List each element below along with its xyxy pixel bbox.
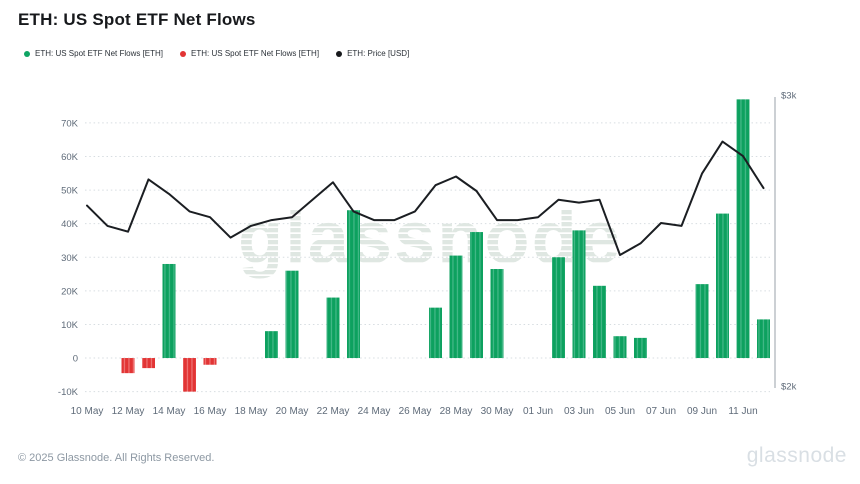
x-axis-tick-label: 09 Jun [687,406,717,417]
gridlines: 70K 60K 50K 40K 30K 20K 10K 0 -10K [58,118,770,398]
flow-bar-13-may [142,358,155,369]
x-axis-tick-label: 12 May [112,406,145,417]
flow-bar-06-jun [634,337,647,359]
x-axis-tick-label: 24 May [358,406,391,417]
legend-label: ETH: US Spot ETF Net Flows [ETH] [35,49,164,58]
x-axis-tick-label: 26 May [399,406,432,417]
flow-bar-10-jun [716,213,729,359]
y-axis-tick-label: 70K [61,118,79,129]
price-axis-tick-label: $2k [781,381,797,392]
x-axis-tick-label: 05 Jun [605,406,635,417]
x-axis: 10 May 12 May 14 May 16 May 18 May 20 May 22 M… [71,406,758,417]
flow-bar-19-may [265,331,278,359]
price-axis-tick-label: $3k [781,91,797,102]
y-axis-tick-label: 10K [61,320,79,331]
flow-bar-04-jun [593,285,606,359]
flow-bar-29-may [470,232,483,359]
flow-bar-09-jun [695,284,709,359]
x-axis-tick-label: 11 Jun [728,406,757,417]
glassnode-logo-text: glassnode [746,444,847,467]
y-axis-tick-label: 20K [61,286,79,297]
flow-bar-02-jun [552,257,565,359]
flow-bar-23-may [347,210,360,359]
y-axis-tick-label: 50K [61,186,79,197]
flow-bar-27-may [429,307,442,359]
flow-bar-03-jun [572,230,586,359]
legend-label: ETH: US Spot ETF Net Flows [ETH] [191,49,320,58]
etf-net-flows-chart: 70K60K50K40K30K20K10K0-10Kglassnode$3k$2… [58,91,797,418]
page-title: ETH: US Spot ETF Net Flows [18,10,256,29]
flow-bar-20-may [285,270,299,359]
legend-dot-icon [180,50,187,57]
net-flow-bars [121,99,770,392]
x-axis-tick-label: 10 May [71,406,104,417]
flow-bar-16-may [203,358,217,365]
y-axis-tick-label: 0 [73,354,78,365]
x-axis-tick-label: 03 Jun [564,406,594,417]
x-axis-tick-label: 07 Jun [646,406,676,417]
flow-bar-15-may [183,358,196,392]
legend-flows-positive[interactable]: ETH: US Spot ETF Net Flows [ETH] [24,49,163,58]
legend-flows-negative[interactable]: ETH: US Spot ETF Net Flows [ETH] [180,49,319,58]
legend-dot-icon [336,50,343,57]
flow-bar-05-jun [613,336,627,359]
y-axis-tick-label: -10K [58,387,79,398]
flow-bar-30-may [490,269,504,359]
flow-bar-12-may [121,358,135,374]
legend-dot-icon [24,50,30,57]
flow-bar-28-may [449,255,463,359]
flow-bar-11-jun [736,99,750,359]
x-axis-tick-label: 20 May [276,406,309,417]
x-axis-tick-label: 22 May [317,406,350,417]
y-axis-tick-label: 40K [61,219,79,230]
flow-bar-14-may [162,263,176,359]
copyright-text: © 2025 Glassnode. All Rights Reserved. [18,452,215,464]
y-axis-tick-label: 30K [61,253,79,264]
x-axis-tick-label: 30 May [481,406,514,417]
y-axis-tick-label: 60K [61,152,79,163]
x-axis-tick-label: 16 May [194,406,227,417]
legend-label: ETH: Price [USD] [347,49,410,58]
flow-bar-22-may [326,297,340,359]
eth-price-line [86,140,765,256]
x-axis-tick-label: 18 May [235,406,268,417]
chart-legend: ETH: US Spot ETF Net Flows [ETH] ETH: US … [24,49,409,58]
price-axis: $3k $2k [774,91,797,392]
x-axis-tick-label: 14 May [153,406,186,417]
flow-bar-12-jun [757,319,770,359]
legend-price[interactable]: ETH: Price [USD] [336,49,409,58]
x-axis-tick-label: 01 Jun [523,406,553,417]
x-axis-tick-label: 28 May [440,406,473,417]
